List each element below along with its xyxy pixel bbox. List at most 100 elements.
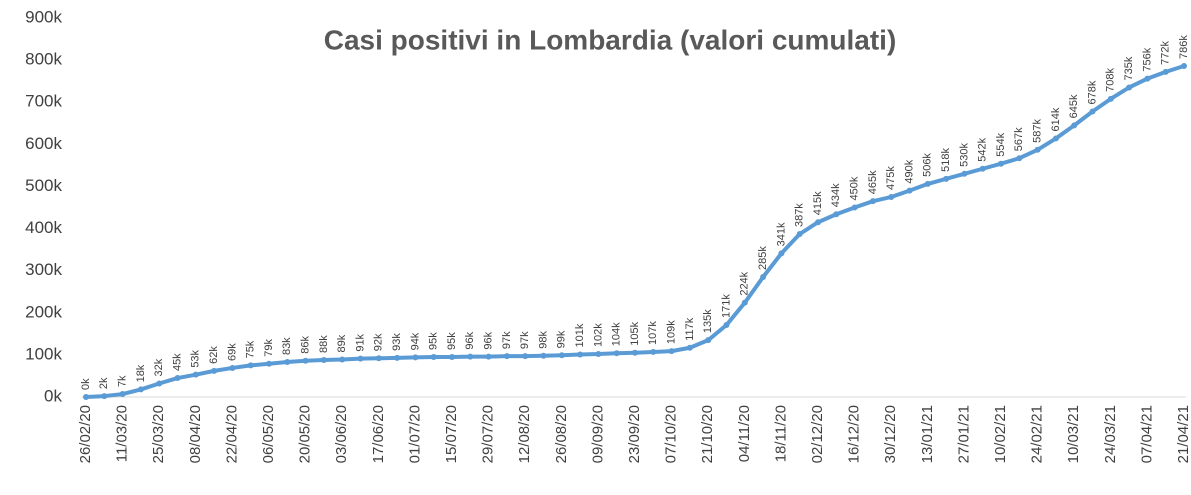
x-tick-label: 23/09/20	[626, 405, 643, 463]
point	[668, 348, 675, 355]
point	[357, 355, 364, 362]
point	[1126, 84, 1133, 91]
data-label: 105k	[629, 321, 641, 345]
x-tick-label: 07/10/20	[663, 405, 680, 463]
data-label: 99k	[556, 330, 568, 348]
y-tick-label: 400k	[25, 218, 62, 237]
data-label: 62k	[208, 346, 220, 364]
data-label: 97k	[501, 331, 513, 349]
point	[229, 364, 236, 371]
point	[778, 250, 785, 257]
x-tick-label: 03/06/20	[333, 405, 350, 463]
point	[211, 367, 218, 374]
x-tick-label: 20/05/20	[297, 405, 314, 463]
data-label: 645k	[1068, 94, 1080, 118]
point	[101, 393, 108, 400]
data-label: 506k	[922, 153, 934, 177]
point	[558, 352, 565, 359]
point	[192, 371, 199, 378]
y-tick-label: 0k	[44, 386, 62, 405]
point	[467, 353, 474, 360]
data-label: 735k	[1123, 56, 1135, 80]
data-label: 102k	[592, 323, 604, 347]
data-label: 97k	[519, 331, 531, 349]
point	[137, 386, 144, 393]
point	[1107, 95, 1114, 102]
data-label: 530k	[958, 142, 970, 166]
chart-title: Casi positivi in Lombardia (valori cumul…	[324, 24, 897, 55]
data-label: 69k	[226, 343, 238, 361]
data-label: 45k	[171, 353, 183, 371]
data-label: 415k	[812, 191, 824, 215]
x-tick-label: 10/03/21	[1065, 405, 1082, 463]
data-label: 465k	[867, 170, 879, 194]
data-label: 554k	[995, 132, 1007, 156]
data-label: 786k	[1178, 35, 1190, 59]
x-tick-label: 29/07/20	[480, 405, 497, 463]
point	[284, 359, 291, 366]
point	[979, 165, 986, 172]
data-label: 434k	[830, 183, 842, 207]
point	[522, 353, 529, 360]
data-label: 756k	[1141, 47, 1153, 71]
data-label: 89k	[336, 334, 348, 352]
data-label: 32k	[153, 358, 165, 376]
data-label: 109k	[666, 320, 678, 344]
point	[961, 170, 968, 177]
x-tick-label: 26/08/20	[553, 405, 570, 463]
data-label: 94k	[409, 332, 421, 350]
point	[998, 160, 1004, 167]
y-tick-label: 200k	[25, 302, 62, 321]
data-label: 285k	[757, 246, 769, 270]
point	[540, 352, 547, 359]
data-label: 0k	[80, 378, 92, 390]
data-label: 53k	[190, 349, 202, 367]
point	[815, 219, 821, 226]
point	[723, 321, 730, 328]
data-label: 224k	[739, 271, 751, 295]
point	[156, 380, 163, 387]
point	[430, 353, 437, 360]
data-label: 83k	[281, 337, 293, 355]
point	[394, 354, 401, 361]
x-tick-label: 08/04/20	[187, 405, 204, 463]
data-label: 7k	[117, 375, 129, 387]
point	[320, 356, 327, 363]
x-tick-label: 21/10/20	[699, 405, 716, 463]
data-label: 450k	[849, 176, 861, 200]
data-label: 518k	[940, 148, 952, 172]
x-tick-label: 25/03/20	[150, 405, 167, 463]
data-label: 96k	[464, 331, 476, 349]
x-tick-label: 27/01/21	[955, 405, 972, 463]
data-label: 88k	[318, 335, 330, 353]
point	[1181, 63, 1187, 70]
point	[247, 362, 254, 369]
data-label: 107k	[647, 321, 659, 345]
x-tick-label: 01/07/20	[406, 405, 423, 463]
data-label: 542k	[977, 137, 989, 161]
point	[412, 354, 419, 361]
data-label: 98k	[537, 330, 549, 348]
data-label: 91k	[354, 333, 366, 351]
x-tick-label: 04/11/20	[736, 405, 753, 462]
point	[1016, 155, 1023, 162]
data-label: 104k	[611, 322, 623, 346]
point	[943, 175, 950, 182]
point	[339, 356, 346, 363]
point	[577, 351, 584, 358]
point	[595, 351, 602, 358]
data-label: 587k	[1032, 118, 1044, 142]
x-tick-label: 02/12/20	[809, 405, 826, 463]
point	[485, 353, 492, 360]
x-tick-label: 11/03/20	[114, 405, 131, 462]
y-tick-label: 300k	[25, 260, 62, 279]
y-tick-label: 900k	[25, 7, 62, 26]
data-label: 95k	[428, 332, 440, 350]
data-label: 614k	[1050, 107, 1062, 131]
data-label: 678k	[1086, 80, 1098, 104]
data-label: 567k	[1013, 127, 1025, 151]
x-tick-label: 18/11/20	[772, 405, 789, 462]
x-tick-label: 26/02/20	[77, 405, 94, 463]
data-label: 475k	[885, 166, 897, 190]
point	[1089, 108, 1096, 115]
